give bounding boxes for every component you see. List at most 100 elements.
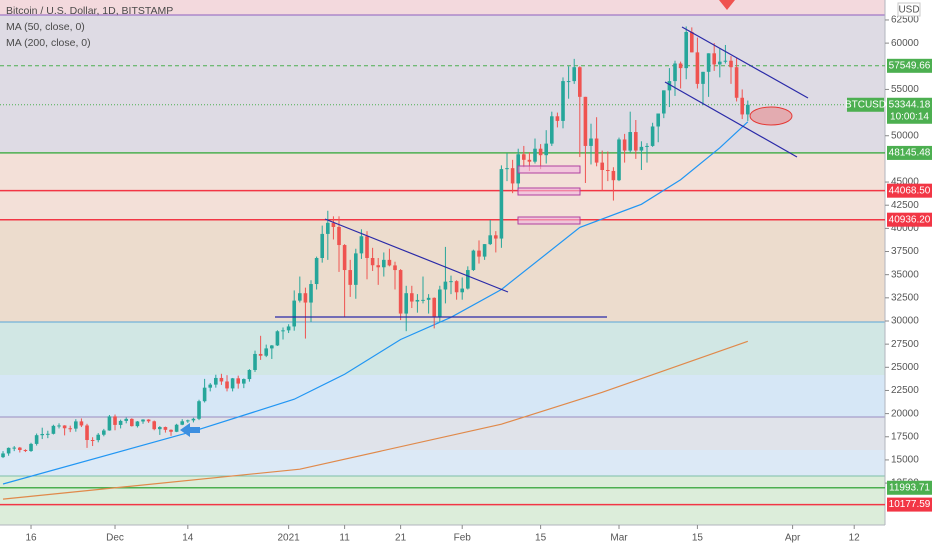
x-tick-label: 14	[182, 533, 194, 544]
candle-body	[146, 419, 151, 422]
candle-body	[426, 297, 431, 300]
candle-body	[673, 63, 677, 82]
y-tick-label: 45000	[891, 177, 919, 188]
candle-body	[225, 381, 229, 389]
level-label: 48145.48	[889, 148, 931, 159]
candle-body	[303, 293, 308, 303]
candle-body	[163, 427, 168, 430]
y-tick-label: 37500	[891, 246, 919, 257]
candle-body	[746, 104, 750, 115]
x-tick-label: 15	[692, 533, 704, 544]
candle-body	[729, 60, 733, 68]
candle-body	[236, 378, 241, 384]
candle-body	[622, 139, 627, 151]
y-tick-label: 32500	[891, 292, 919, 303]
candle-body	[298, 293, 302, 301]
candle-body	[141, 419, 145, 422]
candle-body	[102, 430, 106, 435]
candle-body	[382, 259, 386, 268]
candle-body	[46, 433, 50, 435]
legend-entry: MA (200, close, 0)	[6, 37, 91, 49]
legend-entry: MA (50, close, 0)	[6, 21, 85, 33]
candle-body	[555, 116, 560, 121]
last-price-box	[887, 97, 932, 124]
candle-body	[628, 132, 633, 151]
candle-body	[678, 63, 683, 69]
candle-body	[34, 435, 39, 444]
level-label: 40936.20	[889, 214, 931, 225]
candle-body	[326, 222, 330, 234]
y-tick-label: 60000	[891, 38, 919, 49]
candle-body	[74, 421, 78, 429]
last-price: 53344.18	[889, 99, 931, 110]
candle-body	[348, 270, 353, 285]
candle-body	[410, 293, 414, 302]
candle-body	[695, 52, 700, 84]
candle-body	[174, 424, 179, 432]
candle-body	[309, 284, 313, 303]
y-tick-label: 50000	[891, 130, 919, 141]
level-label-box	[887, 145, 932, 160]
currency: USD	[898, 5, 919, 16]
candle-body	[701, 71, 705, 84]
candle-body	[398, 270, 403, 314]
candle-body	[667, 81, 672, 91]
candle-body	[684, 32, 689, 69]
candle-body	[331, 222, 336, 227]
candle-body	[488, 235, 493, 245]
candle-body	[135, 421, 140, 427]
candle-body	[432, 297, 437, 318]
candle-body	[12, 447, 17, 449]
candle-body	[29, 443, 33, 452]
level-label-box	[887, 497, 932, 512]
moving-average	[2, 121, 749, 485]
candle-body	[499, 169, 504, 239]
candle-body	[471, 250, 476, 271]
y-tick-label: 35000	[891, 269, 919, 280]
level-label: 44068.50	[889, 185, 931, 196]
y-tick-label: 40000	[891, 223, 919, 234]
candle-body	[482, 244, 487, 257]
candle-body	[169, 429, 173, 432]
candle-body	[253, 353, 257, 370]
candle-body	[438, 289, 442, 318]
candle-body	[18, 447, 22, 451]
candle-body	[57, 425, 61, 427]
candle-body	[214, 377, 218, 385]
candle-body	[96, 434, 101, 441]
candle-body	[180, 421, 185, 425]
candle-body	[68, 428, 73, 430]
candle-body	[578, 67, 582, 97]
levels	[0, 65, 885, 506]
candle-body	[79, 421, 84, 426]
candle-body	[466, 270, 470, 289]
candle-body	[270, 345, 274, 349]
candle-body	[247, 369, 252, 380]
candle-body	[85, 425, 89, 441]
y-tick-label: 15000	[891, 455, 919, 466]
candle-body	[421, 299, 425, 301]
candles	[1, 26, 750, 459]
candle-body	[320, 233, 325, 259]
y-tick-label: 62500	[891, 15, 919, 26]
x-tick-label: Apr	[785, 533, 801, 544]
candle-body	[51, 425, 56, 434]
candle-body	[650, 126, 655, 146]
candle-body	[550, 116, 554, 144]
x-tick-label: Feb	[454, 533, 472, 544]
grid	[30, 19, 889, 529]
x-tick-label: Mar	[610, 533, 628, 544]
candle-body	[365, 236, 369, 259]
candle-body	[23, 450, 28, 452]
x-tick-label: 15	[535, 533, 547, 544]
candle-body	[572, 67, 577, 82]
candle-body	[40, 433, 45, 436]
candle-body	[118, 420, 123, 425]
symbol-box	[847, 97, 884, 112]
candle-body	[690, 32, 694, 53]
candle-body	[718, 61, 722, 65]
level-label-box	[887, 183, 932, 198]
candle-body	[359, 236, 364, 254]
candle-body	[1, 453, 5, 458]
y-tick-label: 42500	[891, 200, 919, 211]
